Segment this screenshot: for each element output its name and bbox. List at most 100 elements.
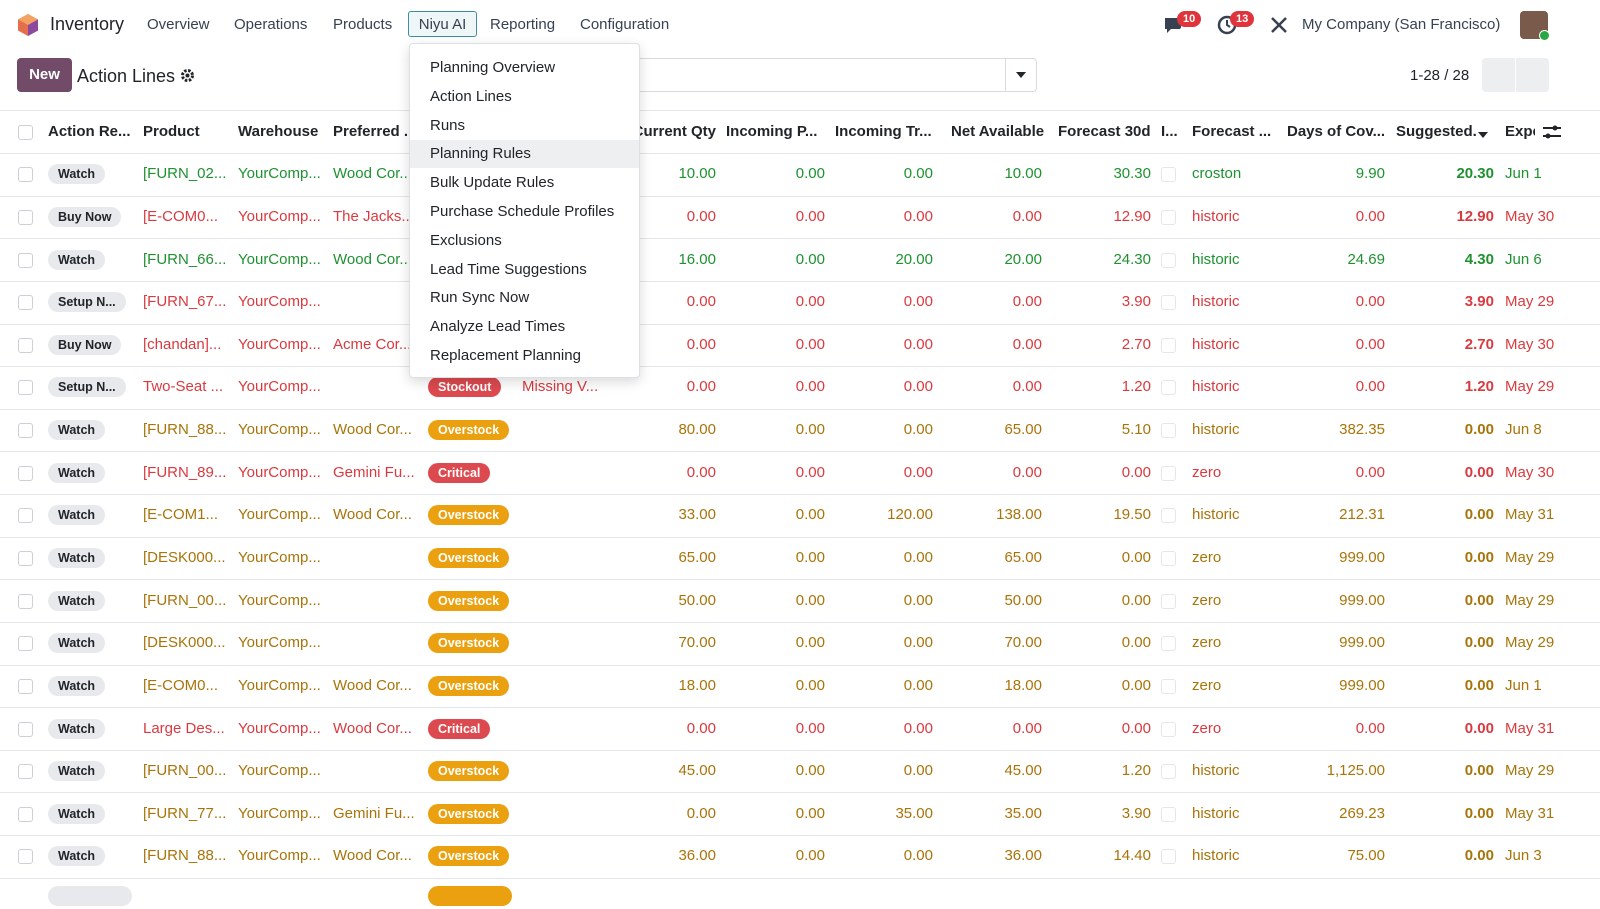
dropdown-item[interactable]: Bulk Update Rules [430,174,555,192]
cell: YourComp... [238,591,321,609]
column-header[interactable]: Net Available [951,123,1045,140]
row-flag-checkbox[interactable] [1161,849,1176,865]
cell: [E-COM0... [143,676,219,694]
menu-item[interactable]: Overview [147,16,210,33]
row-border [0,878,1600,879]
pager-prev[interactable] [1482,58,1515,92]
row-flag-checkbox[interactable] [1161,550,1176,566]
row-checkbox[interactable] [18,806,33,822]
dropdown-item[interactable]: Purchase Schedule Profiles [430,203,615,220]
status-badge: Critical [428,718,491,739]
optional-columns-toggle[interactable] [1535,117,1569,147]
dropdown-item[interactable]: Replacement Planning [430,347,581,364]
row-flag-checkbox[interactable] [1161,337,1176,353]
dropdown-item[interactable]: Lead Time Suggestions [430,260,587,278]
cell: 10.00 [678,165,716,183]
cell: Jun 8 [1505,421,1542,439]
menu-item[interactable]: Products [333,16,393,33]
column-header[interactable]: Current Qty [632,123,716,140]
row-flag-checkbox[interactable] [1161,593,1176,609]
row-checkbox[interactable] [18,508,33,524]
row-flag-checkbox[interactable] [1161,806,1176,822]
cell: zero [1192,591,1222,609]
tools-icon[interactable] [1270,16,1288,34]
column-header[interactable]: Warehouse [238,123,319,140]
row-checkbox[interactable] [18,678,33,694]
menu-item[interactable]: Configuration [580,16,670,33]
cell: YourComp... [238,548,321,566]
row-checkbox[interactable] [18,167,33,183]
select-all-checkbox[interactable] [18,125,33,140]
cell: 0.00 [903,719,933,737]
pager-next[interactable] [1516,58,1549,92]
column-header[interactable]: Forecast ... [1192,123,1272,140]
row-checkbox[interactable] [18,849,33,865]
row-flag-checkbox[interactable] [1161,167,1176,183]
search-box[interactable] [600,58,1037,92]
row-checkbox[interactable] [18,295,33,311]
column-header[interactable]: Expe [1505,123,1535,140]
table-top-border [0,110,1600,111]
row-checkbox[interactable] [18,337,33,353]
column-header[interactable]: Action Re... [48,123,131,140]
row-flag-checkbox[interactable] [1161,508,1176,524]
row-checkbox[interactable] [18,550,33,566]
cell: [E-COM0... [143,207,219,225]
row-checkbox[interactable] [18,380,33,396]
column-header[interactable]: Incoming Tr... [835,123,932,140]
row-flag-checkbox[interactable] [1161,209,1176,225]
gear-icon[interactable] [180,68,195,83]
row-checkbox[interactable] [18,593,33,609]
dropdown-item[interactable]: Runs [430,116,466,134]
new-button[interactable]: New [17,58,72,92]
row-checkbox[interactable] [18,465,33,481]
cell: 0.00 [686,293,716,311]
row-flag-checkbox[interactable] [1161,295,1176,311]
row-flag-checkbox[interactable] [1161,764,1176,780]
cell: Wood Cor... [333,719,412,737]
row-checkbox[interactable] [18,209,33,225]
company-switcher[interactable]: My Company (San Francisco) [1302,16,1501,33]
menu-item-active[interactable]: Niyu AI [408,11,477,37]
column-header[interactable]: I... [1161,123,1178,140]
column-header[interactable]: Product [143,123,200,140]
column-header[interactable]: Forecast 30d [1058,123,1151,140]
row-checkbox[interactable] [18,252,33,268]
dropdown-item[interactable]: Planning Overview [430,59,556,76]
search-divider [1005,58,1006,92]
dropdown-item[interactable]: Run Sync Now [430,289,530,307]
row-flag-checkbox[interactable] [1161,678,1176,694]
column-header[interactable]: Days of Cov... [1287,123,1386,140]
row-flag-checkbox[interactable] [1161,380,1176,396]
menu-item[interactable]: Operations [234,16,308,33]
column-header[interactable]: Suggested. [1396,123,1477,140]
row-flag-checkbox[interactable] [1161,423,1176,439]
row-checkbox[interactable] [18,721,33,737]
dropdown-item[interactable]: Exclusions [430,231,502,249]
dropdown-item[interactable]: Analyze Lead Times [430,318,566,336]
menu-item[interactable]: Reporting [490,16,556,33]
row-checkbox[interactable] [18,423,33,439]
dropdown-item[interactable]: Action Lines [430,87,512,105]
cell: 0.00 [795,250,825,268]
cell: 0.00 [1355,293,1385,311]
column-header[interactable]: Incoming P... [726,123,818,140]
row-flag-checkbox[interactable] [1161,252,1176,268]
row-flag-checkbox[interactable] [1161,465,1176,481]
app-name[interactable]: Inventory [50,14,125,34]
column-header[interactable]: Preferred ... [333,123,417,140]
cell: 999.00 [1339,634,1385,652]
status-badge: Overstock [428,803,510,824]
row-flag-checkbox[interactable] [1161,721,1176,737]
action-badge: Watch [48,675,106,696]
cell: [FURN_00... [143,762,227,780]
dropdown-item[interactable]: Planning Rules [410,140,639,169]
search-toggle[interactable] [1015,71,1027,79]
row-checkbox[interactable] [18,764,33,780]
cell: 19.50 [1113,506,1151,524]
row-flag-checkbox[interactable] [1161,636,1176,652]
row-checkbox[interactable] [18,636,33,652]
cell: YourComp... [238,293,321,311]
row-border [0,238,1600,239]
